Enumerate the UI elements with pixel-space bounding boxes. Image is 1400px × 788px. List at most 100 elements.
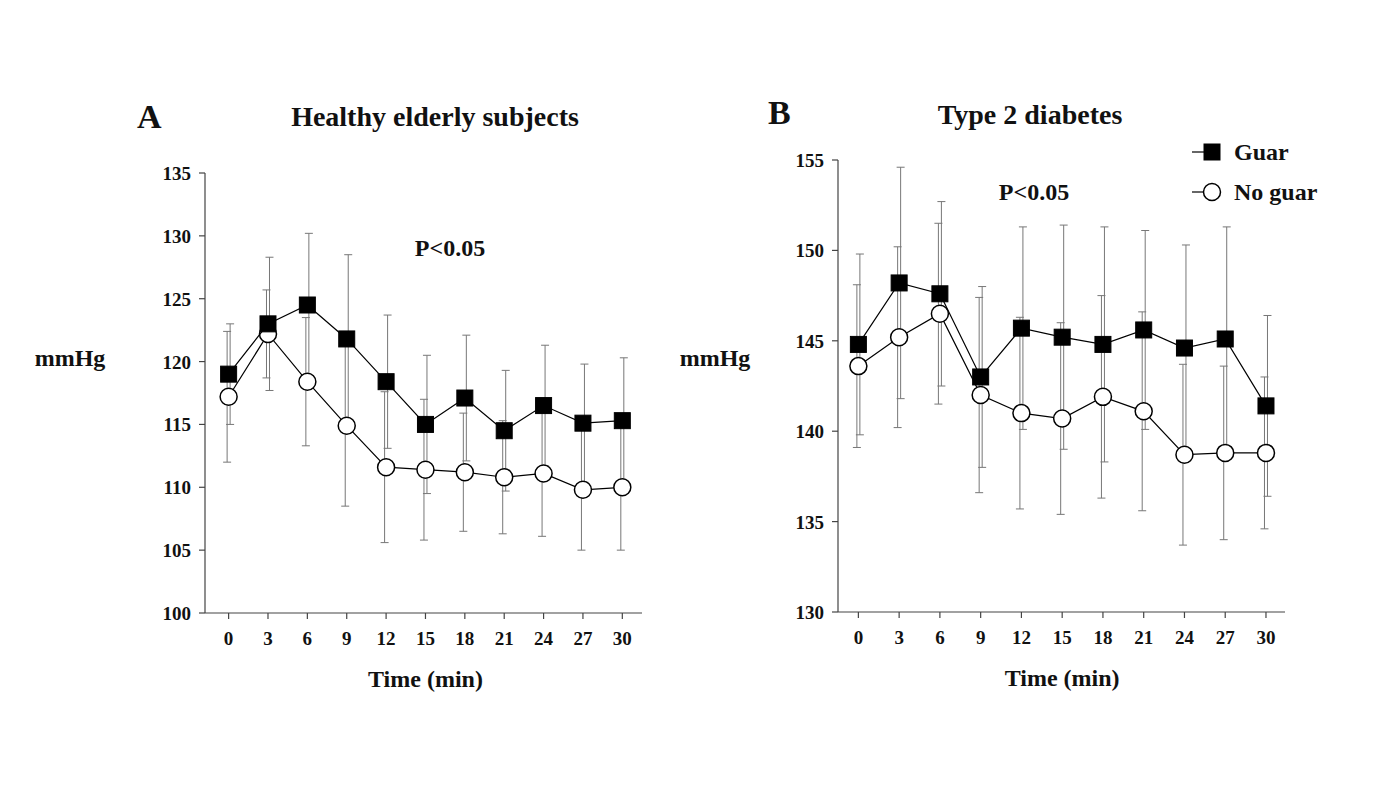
x-tick xyxy=(543,613,544,619)
error-cap xyxy=(1179,364,1187,365)
x-tick-label: 24 xyxy=(534,628,554,649)
y-axis-line xyxy=(837,160,838,612)
y-tick-label: 105 xyxy=(163,540,192,561)
y-tick xyxy=(832,521,838,522)
title: Type 2 diabetes xyxy=(938,99,1123,130)
legend-line xyxy=(1192,151,1204,152)
error-cap xyxy=(1100,226,1108,227)
series-marker xyxy=(1095,336,1111,352)
error-cap xyxy=(617,550,625,551)
series-line xyxy=(858,283,1266,406)
annotation: P<0.05 xyxy=(999,179,1069,205)
x-tick-label: 3 xyxy=(263,628,273,649)
error-cap xyxy=(1220,539,1228,540)
error-cap xyxy=(934,404,942,405)
x-tick-label: 9 xyxy=(976,627,986,648)
y-tick xyxy=(199,298,205,299)
x-tick xyxy=(1265,612,1266,618)
error-cap xyxy=(620,357,628,358)
legend-marker xyxy=(1204,144,1220,160)
x-tick xyxy=(939,612,940,618)
series-marker xyxy=(931,305,948,322)
x-tick-label: 6 xyxy=(935,627,945,648)
error-cap xyxy=(459,531,467,532)
x-tick xyxy=(1225,612,1226,618)
x-tick xyxy=(504,613,505,619)
x-axis-line xyxy=(205,612,642,613)
error-cap xyxy=(223,331,231,332)
y-tick-label: 115 xyxy=(164,414,191,435)
panel-0: AHealthy elderly subjectsmmHgTime (min)P… xyxy=(35,98,642,692)
x-tick xyxy=(1184,612,1185,618)
error-cap xyxy=(499,420,507,421)
error-cap xyxy=(499,533,507,534)
x-tick xyxy=(464,613,465,619)
x-tick xyxy=(980,612,981,618)
series-marker xyxy=(220,388,237,405)
y-tick-label: 155 xyxy=(796,150,825,171)
series-marker xyxy=(932,286,948,302)
error-cap xyxy=(1138,311,1146,312)
x-tick-label: 27 xyxy=(573,628,593,649)
y-tick-label: 130 xyxy=(796,602,825,623)
series-marker xyxy=(614,413,630,429)
error-cap xyxy=(1097,498,1105,499)
error-cap xyxy=(541,345,549,346)
error-cap xyxy=(853,284,861,285)
error-cap xyxy=(538,536,546,537)
x-tick-label: 30 xyxy=(1256,627,1275,648)
error-cap xyxy=(305,233,313,234)
series-marker xyxy=(221,366,237,382)
error-cap xyxy=(894,427,902,428)
figure: AHealthy elderly subjectsmmHgTime (min)P… xyxy=(0,0,1400,788)
error-cap xyxy=(1016,317,1024,318)
y-tick xyxy=(832,340,838,341)
chart-svg: AHealthy elderly subjectsmmHgTime (min)P… xyxy=(0,0,1400,788)
series-line xyxy=(858,314,1266,455)
x-tick-label: 24 xyxy=(1175,627,1195,648)
error-cap xyxy=(577,550,585,551)
panel-letter: B xyxy=(768,94,791,131)
x-tick-label: 21 xyxy=(1134,627,1153,648)
x-tick-label: 30 xyxy=(613,628,632,649)
error-cap xyxy=(1260,528,1268,529)
error-cap xyxy=(1260,376,1268,377)
series-marker xyxy=(456,464,473,481)
error-cap xyxy=(856,254,864,255)
x-tick xyxy=(622,613,623,619)
series-marker xyxy=(891,329,908,346)
error-cap xyxy=(978,286,986,287)
series-marker xyxy=(1258,398,1274,414)
error-cap xyxy=(894,246,902,247)
plot-area xyxy=(850,167,1275,545)
series-marker xyxy=(574,481,591,498)
x-tick xyxy=(228,613,229,619)
x-label: Time (min) xyxy=(1005,665,1120,691)
series-marker xyxy=(972,387,989,404)
legend-label: Guar xyxy=(1234,139,1289,165)
x-tick xyxy=(1062,612,1063,618)
x-tick xyxy=(1021,612,1022,618)
error-cap xyxy=(853,447,861,448)
title: Healthy elderly subjects xyxy=(291,101,579,132)
legend-label: No guar xyxy=(1234,179,1318,205)
error-cap xyxy=(975,297,983,298)
error-cap xyxy=(975,492,983,493)
x-tick xyxy=(858,612,859,618)
series-marker xyxy=(850,358,867,375)
error-cap xyxy=(580,364,588,365)
x-tick xyxy=(899,612,900,618)
error-cap xyxy=(1057,514,1065,515)
y-tick-label: 140 xyxy=(796,421,825,442)
x-tick-label: 27 xyxy=(1216,627,1236,648)
y-tick xyxy=(199,612,205,613)
series-marker xyxy=(496,423,512,439)
error-cap xyxy=(423,355,431,356)
x-tick-label: 15 xyxy=(1053,627,1072,648)
y-tick xyxy=(199,487,205,488)
y-tick-label: 135 xyxy=(796,512,825,533)
y-tick xyxy=(199,172,205,173)
x-tick xyxy=(1143,612,1144,618)
error-cap xyxy=(262,289,270,290)
y-tick-label: 120 xyxy=(163,352,192,373)
